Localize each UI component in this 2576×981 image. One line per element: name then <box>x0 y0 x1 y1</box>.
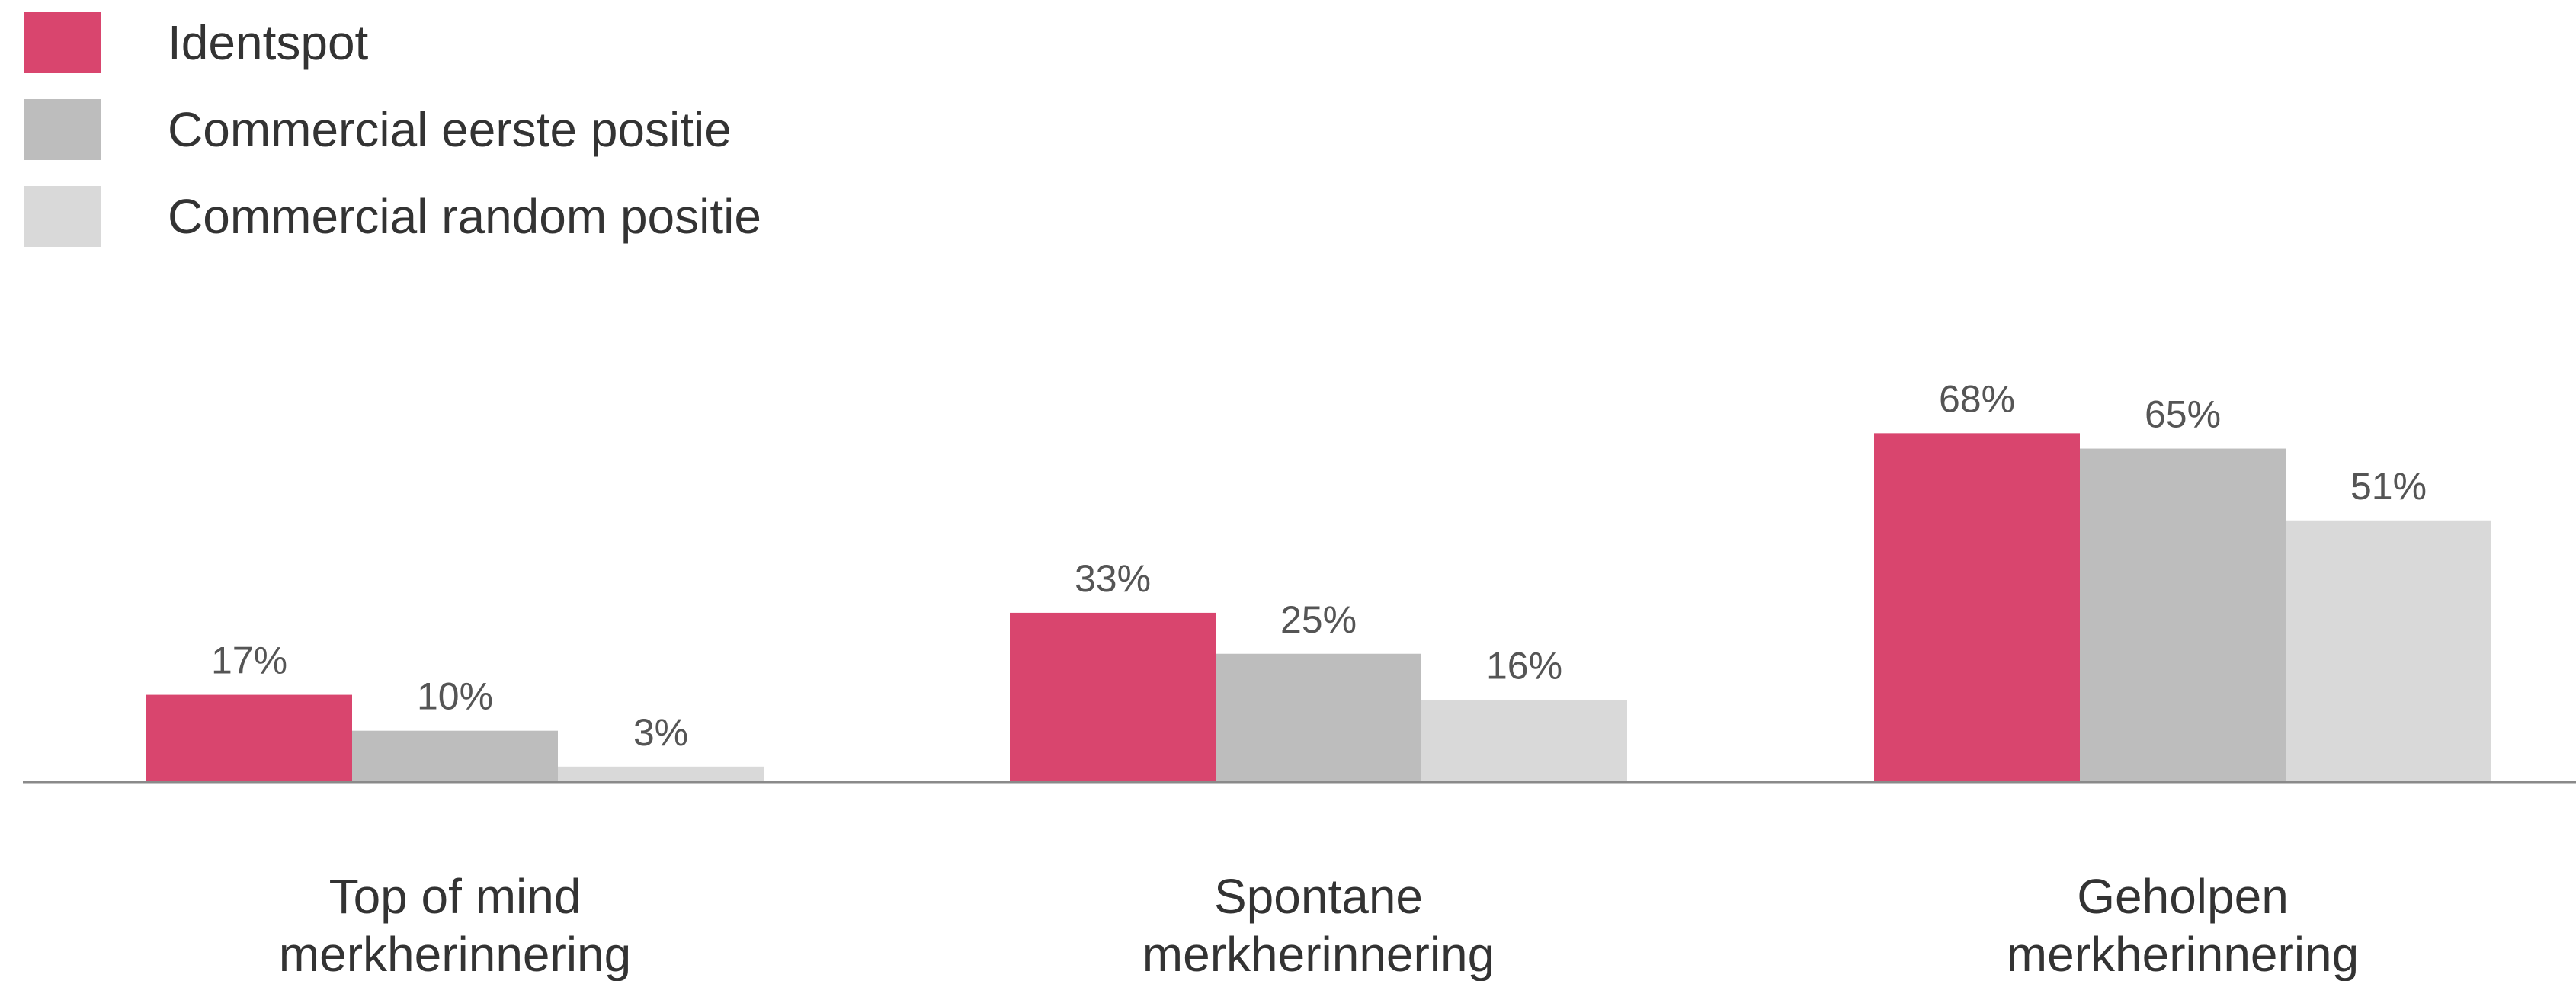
legend-swatch-identspot <box>24 12 101 73</box>
bar-commercial-eerste-positie-geholpen-merkherinnering <box>2080 448 2286 782</box>
category-label-spontane-merkherinnering: Spontane merkherinnering <box>1142 869 1495 981</box>
legend-item-identspot: Identspot <box>24 12 863 73</box>
legend-item-commercial-random-positie: Commercial random positie <box>24 186 863 247</box>
category-label-line: Top of mind <box>329 869 582 924</box>
bar-commercial-random-positie-top-of-mind-merkherinnering <box>558 766 764 782</box>
category-label-line: Geholpen <box>2077 869 2289 924</box>
bars-group <box>146 433 2491 782</box>
bar-identspot-top-of-mind-merkherinnering <box>146 694 352 782</box>
legend-label-commercial-random-positie: Commercial random positie <box>168 189 761 244</box>
bar-commercial-eerste-positie-top-of-mind-merkherinnering <box>352 730 558 782</box>
category-label-line: merkherinnering <box>279 927 631 981</box>
value-label-identspot-geholpen-merkherinnering: 68% <box>1939 377 2015 420</box>
category-label-line: merkherinnering <box>2007 927 2359 981</box>
value-label-identspot-top-of-mind-merkherinnering: 17% <box>211 640 287 682</box>
bar-commercial-random-positie-spontane-merkherinnering <box>1421 700 1627 782</box>
bar-commercial-random-positie-geholpen-merkherinnering <box>2286 520 2491 782</box>
value-label-commercial-eerste-positie-spontane-merkherinnering: 25% <box>1280 598 1357 641</box>
value-label-identspot-spontane-merkherinnering: 33% <box>1075 557 1151 600</box>
bar-commercial-eerste-positie-spontane-merkherinnering <box>1216 653 1421 782</box>
bar-identspot-spontane-merkherinnering <box>1010 612 1216 782</box>
value-label-commercial-eerste-positie-geholpen-merkherinnering: 65% <box>2145 393 2221 436</box>
category-label-geholpen-merkherinnering: Geholpen merkherinnering <box>2007 869 2359 981</box>
legend-item-commercial-eerste-positie: Commercial eerste positie <box>24 99 863 160</box>
legend-swatch-commercial-eerste-positie <box>24 99 101 160</box>
category-label-top-of-mind-merkherinnering: Top of mind merkherinnering <box>279 869 631 981</box>
category-label-line: merkherinnering <box>1142 927 1495 981</box>
legend-label-identspot: Identspot <box>168 15 369 70</box>
value-label-commercial-random-positie-top-of-mind-merkherinnering: 3% <box>633 711 688 754</box>
bar-identspot-geholpen-merkherinnering <box>1874 433 2080 782</box>
value-labels-group: 17% 10% 3% 33% 25% 16% 68% 65% 51% <box>211 377 2427 753</box>
legend-label-commercial-eerste-positie: Commercial eerste positie <box>168 102 732 157</box>
legend-swatch-commercial-random-positie <box>24 186 101 247</box>
value-label-commercial-random-positie-spontane-merkherinnering: 16% <box>1486 644 1562 687</box>
category-label-line: Spontane <box>1214 869 1423 924</box>
value-label-commercial-random-positie-geholpen-merkherinnering: 51% <box>2350 465 2427 508</box>
value-label-commercial-eerste-positie-top-of-mind-merkherinnering: 10% <box>417 675 493 718</box>
